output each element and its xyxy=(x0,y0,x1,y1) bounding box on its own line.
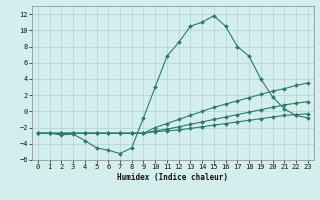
X-axis label: Humidex (Indice chaleur): Humidex (Indice chaleur) xyxy=(117,173,228,182)
